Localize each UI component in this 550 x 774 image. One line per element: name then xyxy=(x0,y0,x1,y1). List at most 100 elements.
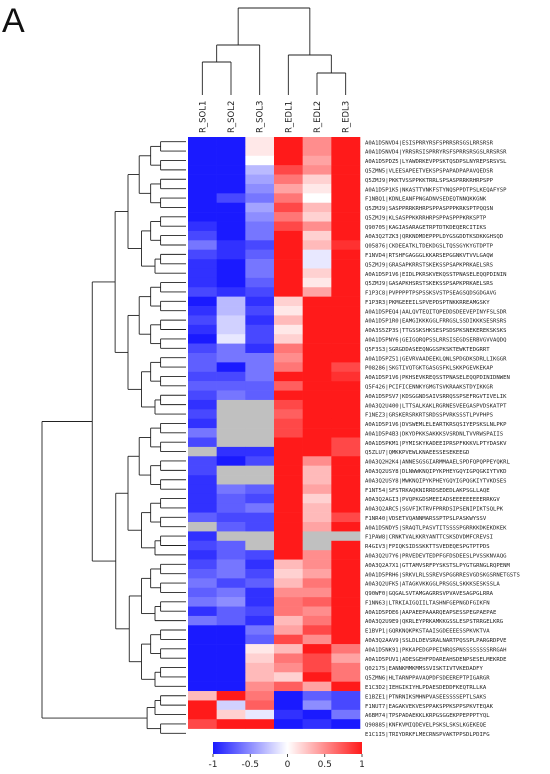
row-label: A0A3Q2UFK5|ATAGKVKKGGLPRSGSLSKKKSESKSSLA xyxy=(365,582,500,588)
heatmap-cell xyxy=(188,493,217,504)
heatmap-cell xyxy=(188,559,217,570)
row-label: A0A1D5PNY6|GEIGQRQPSSLRRSISEGDSERBVGVVAQ… xyxy=(365,338,507,344)
heatmap-cell xyxy=(302,324,332,335)
heatmap-cell xyxy=(274,615,303,626)
row-label: Q90WF0|GQGALSVTAMGAGRRSVPVAVESAGPGLRRA xyxy=(365,591,494,597)
heatmap-cells xyxy=(188,137,361,729)
heatmap-cell xyxy=(302,568,332,579)
heatmap-cell xyxy=(274,578,303,589)
heatmap-cell xyxy=(188,259,217,269)
heatmap-cell xyxy=(302,475,332,485)
heatmap-cell xyxy=(216,428,246,438)
heatmap-cell xyxy=(216,268,246,279)
heatmap-cell xyxy=(331,381,361,391)
heatmap-cell xyxy=(274,700,303,711)
heatmap-cell xyxy=(274,662,303,673)
heatmap-cell xyxy=(302,503,332,513)
heatmap-cell xyxy=(188,155,217,166)
row-label: F1NR40|VDSETVQANNMARSSPTPSLPASKWYSSV xyxy=(365,516,487,522)
heatmap-cell xyxy=(302,390,332,401)
row-label: A0A1D5PUV1|ADESGEHFPDAREAHSDENPSESELMEKR… xyxy=(365,657,507,663)
heatmap-cell xyxy=(245,484,275,495)
heatmap-cell xyxy=(331,662,361,673)
heatmap-cell xyxy=(245,352,275,363)
heatmap-cell xyxy=(216,146,246,157)
heatmap-cell xyxy=(274,249,303,260)
heatmap-cell xyxy=(331,700,361,711)
heatmap-cell xyxy=(188,381,217,391)
row-label: E1BVP1|GQRKNQKPKSTAAISGDEEEESSPKVKTVA xyxy=(365,629,490,635)
heatmap-cell xyxy=(302,137,332,147)
heatmap-cell xyxy=(216,493,246,504)
heatmap-cell xyxy=(331,587,361,598)
heatmap-cell xyxy=(245,625,275,636)
heatmap-cell xyxy=(245,587,275,598)
heatmap-cell xyxy=(302,625,332,636)
heatmap-cell xyxy=(188,540,217,551)
heatmap-cell xyxy=(188,146,217,157)
heatmap-cell xyxy=(188,296,217,307)
heatmap-cell xyxy=(331,296,361,307)
heatmap-cell xyxy=(302,634,332,645)
heatmap-cell xyxy=(274,653,303,664)
heatmap-cell xyxy=(302,343,332,354)
heatmap-cell xyxy=(274,587,303,598)
heatmap-cell xyxy=(331,324,361,335)
heatmap-cell xyxy=(245,709,275,720)
heatmap-cell xyxy=(274,446,303,457)
heatmap-cell xyxy=(331,343,361,354)
heatmap-cell xyxy=(274,503,303,513)
heatmap-cell xyxy=(274,559,303,570)
heatmap-cell xyxy=(302,522,332,532)
heatmap-cell xyxy=(331,230,361,241)
heatmap-cell xyxy=(302,334,332,344)
heatmap-cell xyxy=(245,315,275,326)
heatmap-cell xyxy=(274,268,303,279)
column-label: R_SOL3 xyxy=(256,101,266,133)
heatmap-cell xyxy=(302,653,332,664)
heatmap-cell xyxy=(331,437,361,448)
heatmap-cell xyxy=(216,550,246,560)
panel-label: A xyxy=(2,2,25,40)
heatmap-cell xyxy=(302,465,332,476)
heatmap-cell xyxy=(274,399,303,410)
heatmap-cell xyxy=(188,268,217,279)
heatmap-cell xyxy=(302,146,332,157)
heatmap-cell xyxy=(302,240,332,250)
heatmap-cell xyxy=(245,615,275,626)
heatmap-cell xyxy=(245,559,275,570)
heatmap-cell xyxy=(188,512,217,523)
heatmap-cell xyxy=(331,268,361,279)
row-label: F1NEZ3|GRSKERSRKRTSRDSSPVRKSSSTLPVPHPS xyxy=(365,413,493,419)
heatmap-cell xyxy=(216,568,246,579)
heatmap-cell xyxy=(245,343,275,354)
row-label: A0A3S5ZP3S|TTGSSKSHKSESPSDSPKSNEKEREKSKS… xyxy=(365,328,506,334)
row-label: F1P3R3|PKMGEEEILSPVEPDSPTNKKRREAMGSKY xyxy=(365,300,490,306)
row-label: A0A1D5PZ51|GEVRVAADEEKLQNLSPDGDKSDRLLIKG… xyxy=(365,356,507,362)
heatmap-cell xyxy=(274,362,303,373)
heatmap-cell xyxy=(274,381,303,391)
row-label: A0A3Q2USY8|DLNWWKNQIPYKPHEYGQYIGPQGKIYTV… xyxy=(365,469,507,475)
heatmap-cell xyxy=(188,362,217,373)
heatmap-cell xyxy=(216,306,246,316)
heatmap-cell xyxy=(274,306,303,316)
heatmap-cell xyxy=(245,259,275,269)
heatmap-cell xyxy=(331,315,361,326)
heatmap-cell xyxy=(188,230,217,241)
column-dendrogram xyxy=(201,7,347,95)
heatmap-cell xyxy=(216,512,246,523)
heatmap-cell xyxy=(245,606,275,617)
heatmap-cell xyxy=(188,719,217,729)
heatmap-cell xyxy=(302,202,332,213)
heatmap-cell xyxy=(216,597,246,607)
heatmap-cell xyxy=(302,352,332,363)
heatmap-cell xyxy=(188,287,217,297)
heatmap-cell xyxy=(216,174,246,185)
heatmap-cell xyxy=(245,531,275,542)
heatmap-cell xyxy=(188,531,217,542)
heatmap-cell xyxy=(274,456,303,466)
heatmap-cell xyxy=(331,672,361,682)
heatmap-cell xyxy=(245,165,275,175)
heatmap-cell xyxy=(302,249,332,260)
row-label: E1C1I5|TRIYDRKFLMECRNSPVAKTPPSDLPDIFG xyxy=(365,732,490,738)
